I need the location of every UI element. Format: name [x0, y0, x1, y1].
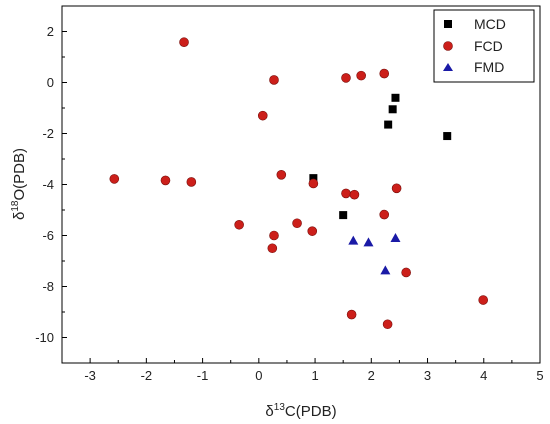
- x-tick-label: 0: [255, 368, 262, 383]
- data-point-mcd: [309, 174, 318, 183]
- data-point-fcd: [308, 178, 319, 189]
- x-tick-label: -1: [197, 368, 209, 383]
- data-point-mcd: [443, 132, 452, 141]
- data-point-fmd: [380, 265, 391, 275]
- x-tick-label: 5: [536, 368, 543, 383]
- axis-ticks: -3 -2 -1 0 1 2 3 4 520-2-4-6-8-10: [35, 5, 544, 383]
- y-tick-label: -8: [42, 279, 54, 294]
- data-point-fcd: [160, 175, 171, 186]
- data-point-fcd: [269, 75, 279, 85]
- data-point-fcd: [267, 243, 278, 254]
- y-tick-label: -2: [42, 126, 54, 141]
- legend-label-mcd: MCD: [474, 16, 506, 32]
- data-point-mcd: [391, 93, 400, 102]
- data-point-mcd: [388, 105, 397, 114]
- y-tick-label: -10: [35, 330, 54, 345]
- data-point-fcd: [379, 209, 390, 220]
- data-point-mcd: [384, 120, 393, 129]
- data-point-fcd: [478, 295, 489, 305]
- legend-label-fcd: FCD: [474, 38, 503, 54]
- legend-marker-fmd: [443, 63, 453, 71]
- data-point-fcd: [341, 188, 351, 199]
- legend-marker-fcd: [443, 41, 453, 51]
- data-point-fcd: [379, 68, 390, 79]
- data-point-fcd: [257, 110, 268, 121]
- data-point-fcd: [346, 309, 357, 320]
- data-point-fcd: [391, 183, 402, 194]
- data-point-fcd: [276, 170, 287, 180]
- data-point-fmd: [348, 235, 359, 245]
- data-point-fcd: [401, 267, 411, 278]
- x-tick-label: 1: [311, 368, 318, 383]
- y-tick-label: -6: [42, 228, 54, 243]
- data-point-fcd: [307, 226, 318, 236]
- data-point-fcd: [341, 73, 351, 83]
- data-point-fmd: [363, 237, 374, 247]
- y-axis-title: δ18O(PDB): [10, 148, 28, 220]
- data-point-fcd: [179, 37, 189, 48]
- y-tick-label: 0: [47, 75, 54, 90]
- data-point-fcd: [186, 177, 197, 187]
- data-point-fcd: [382, 319, 393, 330]
- x-axis-title: δ13C(PDB): [265, 402, 336, 420]
- data-point-fcd: [349, 189, 360, 200]
- y-tick-label: 2: [47, 24, 54, 39]
- y-tick-label: -4: [42, 177, 54, 192]
- data-point-fcd: [292, 218, 302, 229]
- data-point-fcd: [269, 230, 279, 241]
- x-tick-label: -2: [141, 368, 153, 383]
- legend: MCD FCD FMD: [433, 9, 535, 83]
- legend-marker-mcd: [444, 20, 452, 28]
- data-point-fcd: [109, 174, 120, 184]
- data-point-fcd: [356, 70, 366, 81]
- data-point-fmd: [390, 233, 401, 243]
- data-point-fcd: [234, 219, 244, 230]
- x-tick-label: 2: [368, 368, 375, 383]
- x-tick-label: 3: [424, 368, 431, 383]
- data-point-mcd: [339, 211, 348, 220]
- data-points: [109, 37, 489, 330]
- x-tick-label: -3: [84, 368, 96, 383]
- x-tick-label: 4: [480, 368, 487, 383]
- legend-label-fmd: FMD: [474, 59, 504, 75]
